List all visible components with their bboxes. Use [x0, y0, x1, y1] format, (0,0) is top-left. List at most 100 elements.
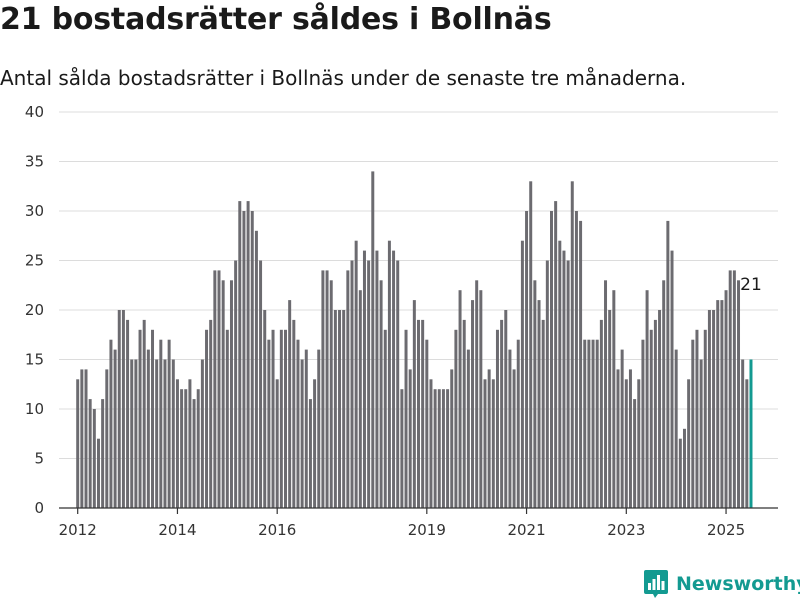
bar: [670, 250, 674, 508]
highlight-value-label: 21: [740, 275, 762, 295]
bar: [196, 389, 200, 508]
bar: [205, 329, 209, 508]
y-tick-label: 35: [25, 153, 44, 171]
bar: [741, 359, 745, 508]
bar: [362, 250, 366, 508]
x-tick-label: 2019: [408, 521, 446, 539]
bar: [433, 389, 437, 508]
bar: [495, 329, 499, 508]
bar: [620, 349, 624, 508]
bar: [304, 349, 308, 508]
bar: [300, 359, 304, 508]
bar: [371, 171, 375, 508]
bar: [737, 280, 741, 508]
bar: [595, 339, 599, 508]
bar: [687, 379, 691, 508]
bar: [313, 379, 317, 508]
bar: [520, 240, 524, 508]
bar: [724, 290, 728, 508]
bar: [699, 359, 703, 508]
bar: [76, 379, 80, 508]
bar: [238, 201, 242, 508]
bar: [429, 379, 433, 508]
bar: [462, 319, 466, 508]
bar: [296, 339, 300, 508]
bar: [392, 250, 396, 508]
bar: [591, 339, 595, 508]
bar: [404, 329, 408, 508]
bar: [682, 428, 686, 508]
bar: [471, 300, 475, 508]
bar: [267, 339, 271, 508]
bar: [566, 260, 570, 508]
chart-title: 21 bostadsrätter såldes i Bollnäs: [0, 2, 552, 37]
y-tick-label: 0: [34, 499, 44, 517]
bar: [88, 399, 92, 508]
bar: [662, 280, 666, 508]
bar: [180, 389, 184, 508]
bar: [192, 399, 196, 508]
bar: [175, 379, 179, 508]
bar: [329, 280, 333, 508]
bar: [292, 319, 296, 508]
bar: [583, 339, 587, 508]
bar: [142, 319, 146, 508]
bar: [475, 280, 479, 508]
bar: [383, 329, 387, 508]
bar: [308, 399, 312, 508]
x-tick-label: 2025: [707, 521, 745, 539]
bar: [712, 310, 716, 508]
bar: [155, 359, 159, 508]
bar: [641, 339, 645, 508]
bar: [138, 329, 142, 508]
bar: [250, 211, 254, 508]
bar: [491, 379, 495, 508]
bar: [579, 220, 583, 508]
bar: [574, 211, 578, 508]
brand-logo[interactable]: Newsworthy: [644, 568, 800, 600]
bar: [500, 319, 504, 508]
bar: [637, 379, 641, 508]
bar: [325, 270, 329, 508]
y-tick-label: 20: [25, 301, 44, 319]
bar: [691, 339, 695, 508]
bar: [658, 310, 662, 508]
bar: [342, 310, 346, 508]
bar: [350, 260, 354, 508]
bar: [113, 349, 117, 508]
y-tick-label: 10: [25, 400, 44, 418]
bar: [554, 201, 558, 508]
bar: [408, 369, 412, 508]
bar: [412, 300, 416, 508]
bar: [466, 349, 470, 508]
bar: [624, 379, 628, 508]
bar: [217, 270, 221, 508]
y-tick-label: 30: [25, 202, 44, 220]
bar: [117, 310, 121, 508]
bar: [400, 389, 404, 508]
bar: [167, 339, 171, 508]
y-tick-label: 40: [25, 103, 44, 121]
bar: [437, 389, 441, 508]
bar: [263, 310, 267, 508]
bar: [545, 260, 549, 508]
bar: [608, 310, 612, 508]
axes: [59, 507, 778, 514]
bar: [151, 329, 155, 508]
bar: [599, 319, 603, 508]
bar: [288, 300, 292, 508]
bar: [284, 329, 287, 508]
bar: [653, 319, 657, 508]
bar: [321, 270, 325, 508]
bar: [80, 369, 84, 508]
bar: [396, 260, 400, 508]
bar: [84, 369, 88, 508]
bar: [562, 250, 566, 508]
bar: [163, 359, 167, 508]
bar: [558, 240, 562, 508]
bar: [234, 260, 238, 508]
bar: [134, 359, 138, 508]
bar: [159, 339, 163, 508]
bar: [184, 389, 188, 508]
